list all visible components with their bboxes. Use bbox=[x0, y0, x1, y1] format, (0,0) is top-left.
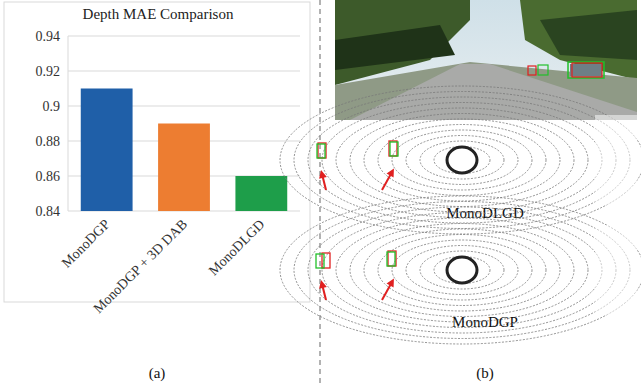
y-tick-label: 0.94 bbox=[36, 29, 61, 44]
scan-ring bbox=[406, 246, 518, 295]
scan-ring bbox=[308, 97, 616, 223]
photo-road bbox=[350, 64, 637, 120]
x-tick-label: MonoDLGD bbox=[206, 217, 268, 279]
y-tick-label: 0.86 bbox=[36, 169, 61, 184]
point-cloud bbox=[280, 196, 641, 344]
gt-box bbox=[390, 142, 398, 156]
bars bbox=[81, 89, 287, 212]
scan-ring bbox=[378, 235, 546, 306]
scan-ring bbox=[392, 240, 532, 300]
scan-ring bbox=[280, 86, 641, 234]
scan-ring bbox=[322, 213, 602, 328]
photo-trees-right bbox=[520, 0, 637, 80]
scan-ring bbox=[350, 224, 574, 317]
bar bbox=[81, 89, 133, 212]
scan-ring bbox=[322, 103, 602, 218]
photo-sky bbox=[335, 0, 637, 120]
scan-ring bbox=[350, 114, 574, 207]
grid-line bbox=[68, 36, 300, 37]
photo-trees-right-dark bbox=[540, 10, 637, 60]
arrow-head bbox=[319, 170, 327, 179]
scan-ring bbox=[434, 257, 490, 284]
photo-box bbox=[538, 65, 548, 75]
arrow-head bbox=[387, 169, 394, 178]
y-tick-label: 0.92 bbox=[36, 64, 61, 79]
photo-trees-left-dark bbox=[335, 25, 455, 70]
figure-svg: Depth MAE Comparison 0.84 0.86 0.88 0.9 0.92 0… bbox=[0, 0, 641, 387]
arrow-head bbox=[319, 280, 327, 289]
gt-box bbox=[317, 144, 325, 158]
x-tick-label: MonoDGP bbox=[59, 216, 113, 270]
scan-ring bbox=[364, 229, 560, 311]
scan-ring bbox=[294, 92, 630, 229]
grid-line bbox=[68, 71, 300, 72]
panel-label: (b) bbox=[476, 365, 494, 382]
photo-car bbox=[570, 64, 602, 76]
photo-box bbox=[572, 63, 602, 77]
chart-title: Depth MAE Comparison bbox=[83, 6, 234, 22]
gt-box bbox=[316, 254, 324, 268]
scan-center bbox=[447, 257, 477, 283]
street-photo bbox=[335, 0, 637, 120]
scan-ring bbox=[364, 119, 560, 201]
scan-ring bbox=[420, 251, 504, 289]
point-cloud bbox=[280, 86, 641, 234]
divider bbox=[319, 0, 321, 387]
scan-ring bbox=[336, 218, 588, 322]
fade bbox=[595, 225, 637, 315]
caption: MonoDGP bbox=[452, 314, 518, 330]
photo-grass bbox=[335, 62, 637, 120]
pred-box bbox=[388, 251, 396, 266]
photo-box bbox=[528, 66, 536, 75]
y-axis-line bbox=[68, 36, 69, 211]
scan-ring bbox=[434, 147, 490, 174]
gt-box bbox=[387, 252, 395, 266]
scan-ring bbox=[420, 141, 504, 179]
figure-root: Depth MAE Comparison 0.84 0.86 0.88 0.9 0.92 0… bbox=[0, 0, 641, 387]
scan-ring bbox=[294, 202, 630, 339]
scan-ring bbox=[280, 196, 641, 344]
scan-ring bbox=[392, 130, 532, 190]
scan-ring bbox=[406, 136, 518, 185]
fade bbox=[595, 115, 637, 205]
x-tick-label: MonoDGP + 3D DAB bbox=[90, 217, 190, 317]
panel-label: (a) bbox=[149, 365, 166, 382]
y-tick-label: 0.9 bbox=[43, 99, 61, 114]
y-tick-label: 0.84 bbox=[36, 204, 61, 219]
photo-box bbox=[568, 62, 604, 78]
scan-ring bbox=[308, 207, 616, 333]
scan-ring bbox=[378, 125, 546, 196]
bar bbox=[158, 124, 210, 212]
bar bbox=[235, 176, 287, 211]
arrow-head bbox=[387, 279, 394, 288]
pred-box bbox=[318, 143, 326, 158]
pred-box bbox=[322, 253, 330, 268]
scan-center bbox=[447, 147, 477, 173]
y-tick-label: 0.88 bbox=[36, 134, 61, 149]
pred-box bbox=[389, 141, 397, 156]
